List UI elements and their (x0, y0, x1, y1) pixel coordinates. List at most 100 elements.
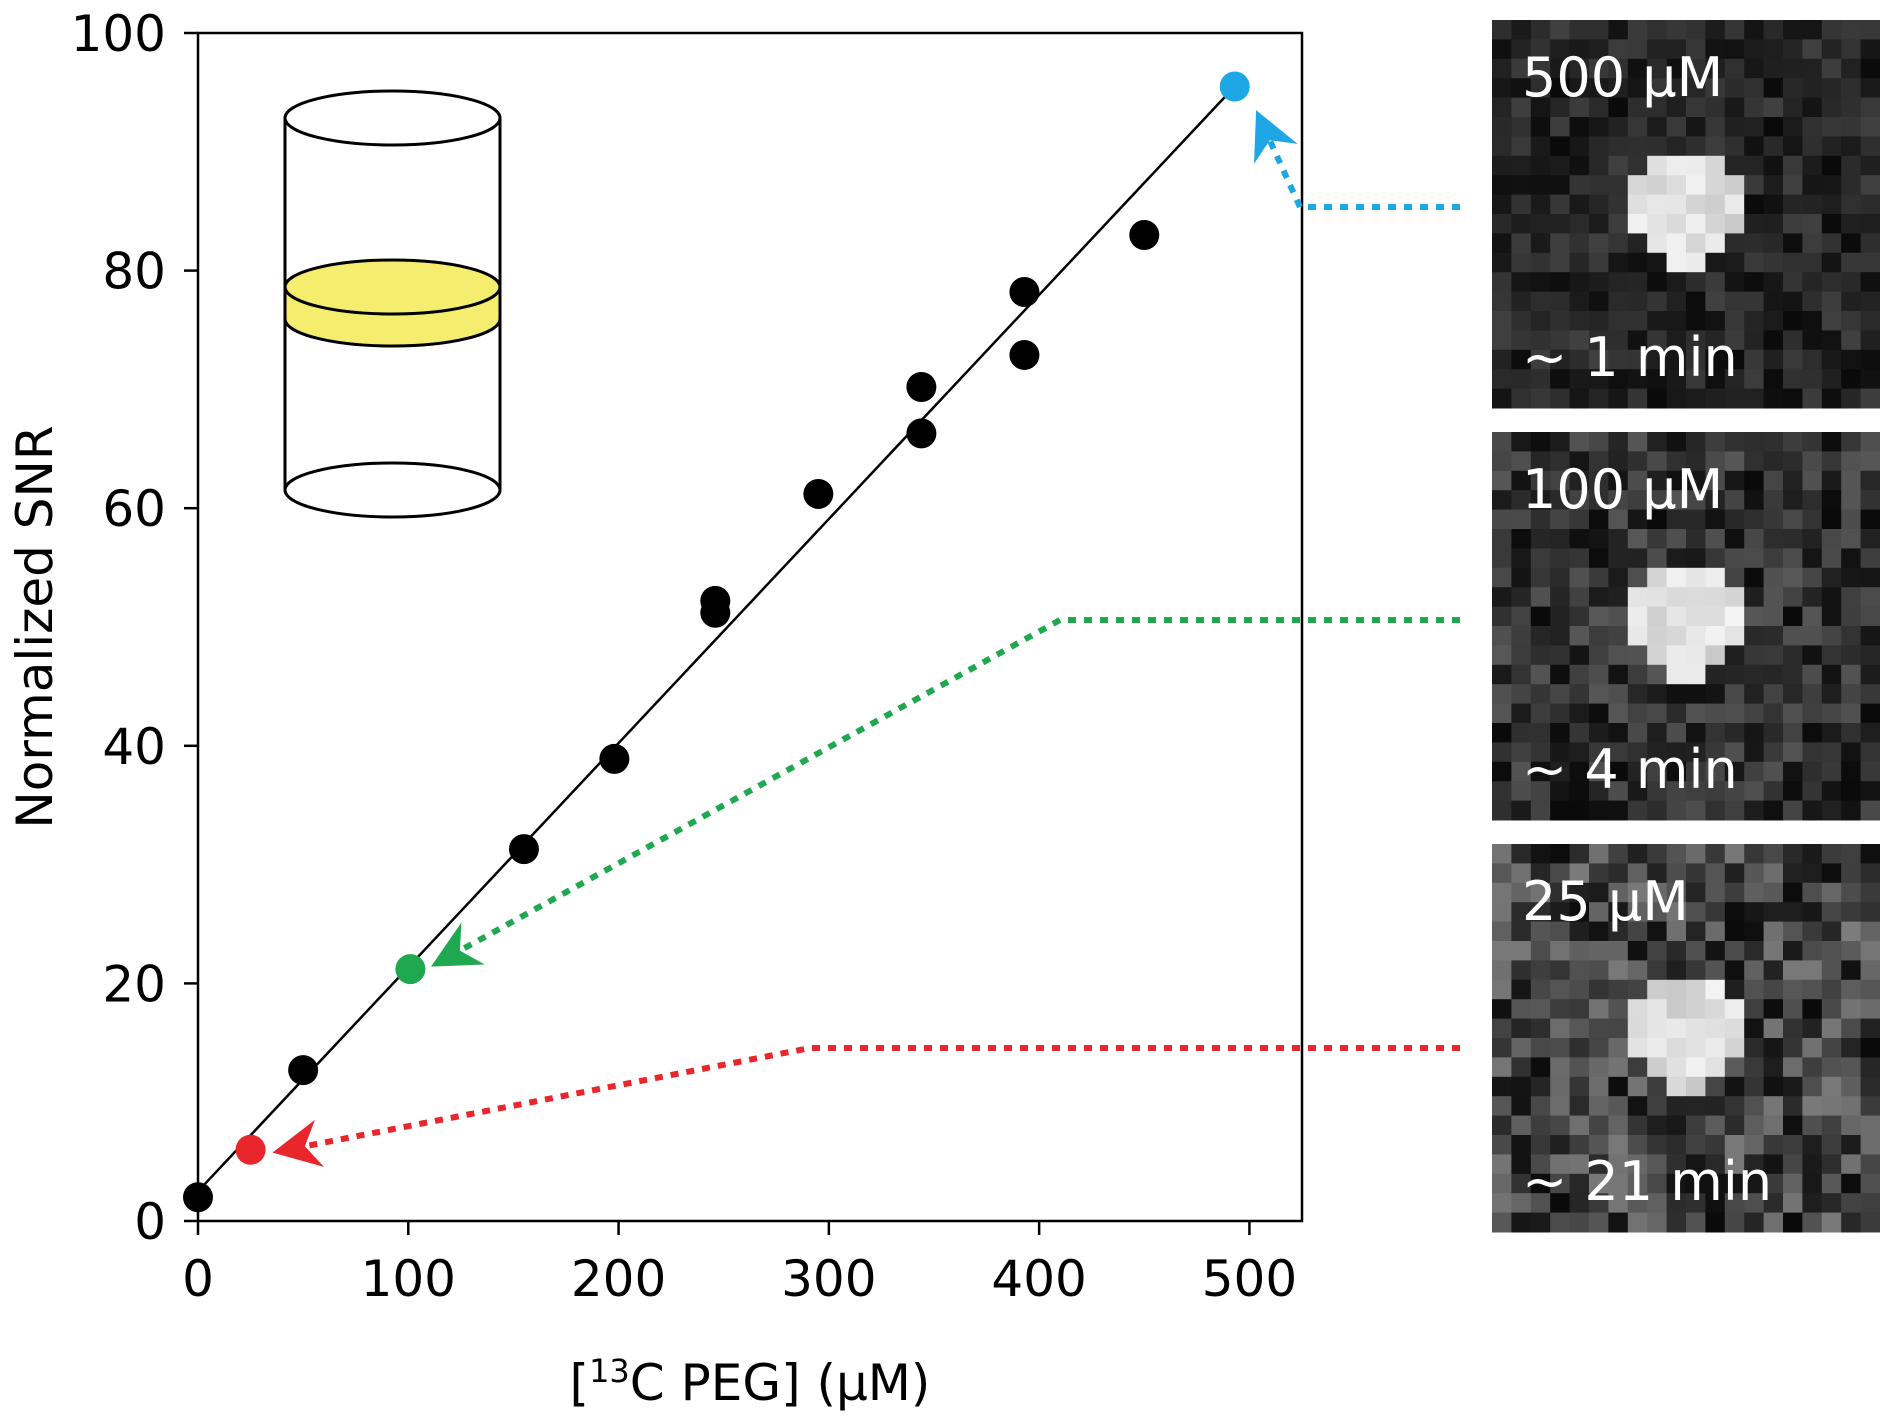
panel-pixel (1763, 902, 1784, 923)
panel-pixel (1763, 723, 1784, 743)
panel-pixel (1666, 175, 1687, 196)
panel-pixel (1744, 509, 1765, 530)
panel-pixel (1627, 252, 1648, 273)
panel-pixel (1550, 645, 1571, 666)
panel-pixel (1608, 1018, 1629, 1039)
panel-pixel (1783, 844, 1803, 864)
panel-pixel (1783, 175, 1803, 196)
panel-pixel (1802, 155, 1823, 176)
panel-pixel (1802, 509, 1823, 530)
panel-pixel (1492, 902, 1512, 923)
red-connector (272, 1045, 1460, 1167)
panel-pixel (1705, 291, 1726, 312)
panel-pixel (1608, 432, 1629, 452)
panel-pixel (1647, 117, 1668, 137)
panel-pixel (1627, 1212, 1648, 1233)
panel-pixel (1608, 664, 1629, 685)
panel-pixel (1841, 800, 1862, 821)
panel-pixel (1744, 902, 1765, 923)
panel-pixel (1569, 960, 1590, 981)
panel-pixel (1608, 587, 1629, 608)
panel-pixel (1666, 960, 1687, 981)
panel-pixel (1841, 863, 1862, 884)
panel-pixel (1821, 1076, 1842, 1097)
panel-pixel (1821, 1057, 1842, 1078)
data-point (235, 1134, 266, 1165)
panel-pixel (1647, 548, 1668, 569)
panel-pixel (1550, 490, 1571, 511)
panel-pixel (1705, 349, 1726, 370)
panel-pixel (1627, 742, 1648, 763)
panel-concentration: 100 μM (1522, 458, 1723, 521)
panel-pixel (1783, 703, 1803, 724)
panel-pixel (1686, 214, 1706, 234)
panel-pixel (1530, 58, 1551, 79)
panel-pixel (1589, 97, 1609, 118)
panel-pixel (1647, 960, 1668, 981)
panel-pixel (1860, 902, 1880, 923)
panel-pixel (1744, 703, 1765, 724)
panel-pixel (1530, 194, 1551, 215)
panel-pixel (1492, 39, 1512, 60)
panel-pixel (1530, 451, 1551, 472)
panel-pixel (1802, 1076, 1823, 1097)
panel-pixel (1589, 800, 1609, 821)
panel-pixel (1744, 1115, 1765, 1136)
panel-pixel (1569, 349, 1590, 370)
panel-pixel (1647, 800, 1668, 821)
panel-pixel (1589, 645, 1609, 666)
panel-pixel (1550, 781, 1571, 802)
panel-pixel (1550, 606, 1571, 627)
panel-pixel (1744, 291, 1765, 312)
panel-pixel (1821, 175, 1842, 196)
panel-pixel (1841, 272, 1862, 293)
panel-pixel (1627, 194, 1648, 215)
panel-pixel (1705, 664, 1726, 685)
panel-pixel (1860, 999, 1880, 1020)
panel-pixel (1666, 626, 1687, 646)
panel-pixel (1744, 97, 1765, 118)
panel-pixel (1492, 684, 1512, 705)
panel-pixel (1802, 703, 1823, 724)
panel-pixel (1841, 1135, 1862, 1155)
panel-pixel (1589, 1154, 1609, 1175)
panel-pixel (1821, 1018, 1842, 1039)
panel-pixel (1492, 1038, 1512, 1058)
panel-pixel (1569, 175, 1590, 196)
panel-pixel (1821, 432, 1842, 452)
panel-pixel (1744, 1135, 1765, 1155)
panel-pixel (1530, 703, 1551, 724)
panel-pixel (1511, 451, 1532, 472)
panel-pixel (1783, 1193, 1803, 1214)
panel-pixel (1763, 882, 1784, 903)
panel-pixel (1783, 311, 1803, 331)
panel-pixel (1724, 761, 1745, 782)
panel-pixel (1705, 1193, 1726, 1214)
panel-pixel (1860, 882, 1880, 903)
panel-pixel (1841, 742, 1862, 763)
panel-pixel (1763, 529, 1784, 549)
panel-time: ~ 1 min (1522, 326, 1738, 389)
panel-pixel (1705, 941, 1726, 961)
panel-pixel (1608, 39, 1629, 60)
panel-pixel (1511, 470, 1532, 491)
panel-pixel (1530, 645, 1551, 666)
panel-pixel (1608, 1193, 1629, 1214)
panel-pixel (1724, 979, 1745, 1000)
fit-line (197, 85, 1236, 1193)
panel-pixel (1841, 529, 1862, 549)
panel-pixel (1724, 567, 1745, 588)
panel-pixel (1589, 664, 1609, 685)
panel-pixel (1860, 155, 1880, 176)
panel-pixel (1666, 684, 1687, 705)
panel-pixel (1763, 761, 1784, 782)
panel-pixel (1744, 1018, 1765, 1039)
panel-pixel (1647, 761, 1668, 782)
panel-pixel (1802, 761, 1823, 782)
panel-pixel (1530, 1135, 1551, 1155)
panel-pixel (1569, 781, 1590, 802)
panel-pixel (1763, 742, 1784, 763)
panel-pixel (1763, 863, 1784, 884)
panel-pixel (1821, 742, 1842, 763)
panel-pixel (1724, 529, 1745, 549)
